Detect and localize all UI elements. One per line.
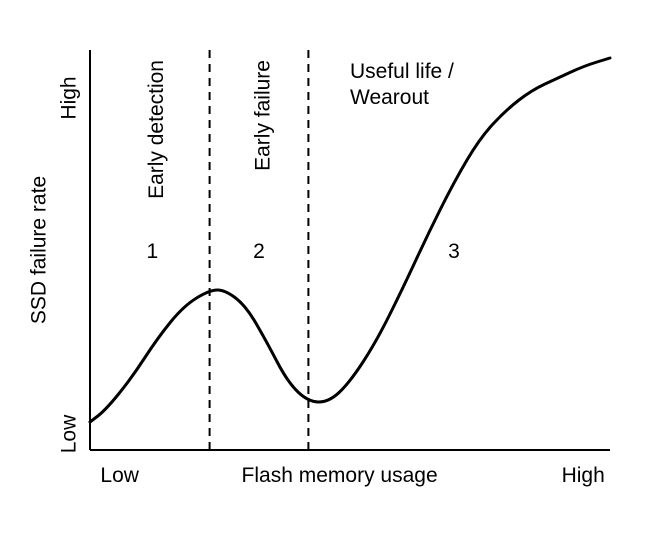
x-axis-title: Flash memory usage (242, 464, 438, 487)
region-number-2: 2 (253, 240, 265, 263)
y-tick-high: High (58, 76, 81, 119)
y-axis-title: SSD failure rate (28, 176, 51, 324)
region-number-3: 3 (448, 240, 460, 263)
region-label-3-line2: Wearout (350, 86, 429, 109)
y-tick-low: Low (58, 414, 81, 453)
region-label-3-line1: Useful life / (350, 60, 454, 83)
region-label-1: Early detection (145, 60, 168, 199)
region-number-1: 1 (147, 240, 159, 263)
region-label-2: Early failure (252, 60, 275, 171)
x-tick-low: Low (100, 464, 139, 487)
x-tick-high: High (562, 464, 605, 487)
